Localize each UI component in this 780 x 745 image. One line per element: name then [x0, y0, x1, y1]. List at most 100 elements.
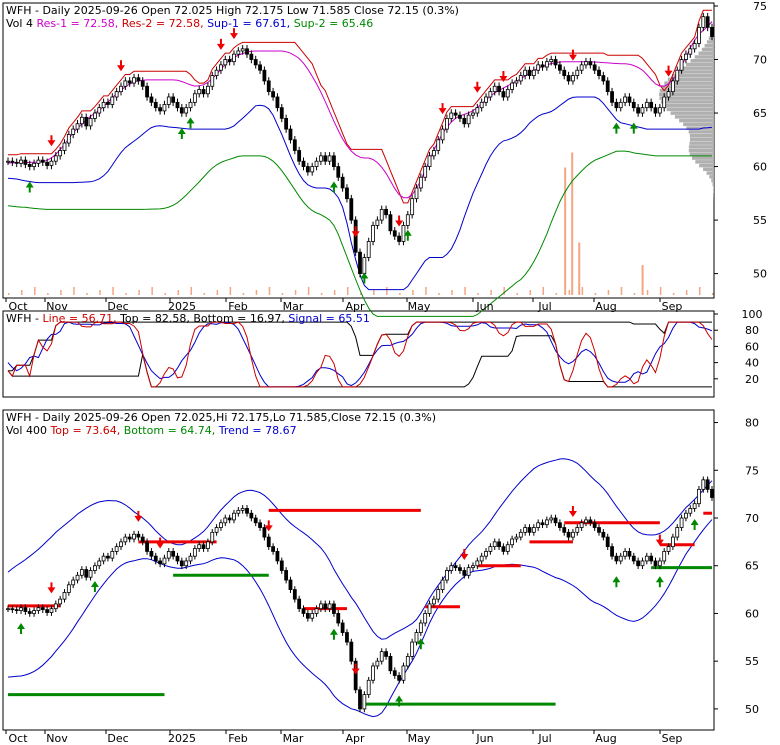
volume-profile-bar — [688, 145, 714, 149]
y-tick-label: 60 — [745, 607, 759, 620]
price-candle — [58, 150, 63, 157]
price-candle — [475, 107, 480, 114]
trend-candle — [153, 555, 158, 562]
trend-candle — [184, 560, 189, 567]
price-candle — [318, 155, 323, 162]
volume-bar — [268, 287, 271, 295]
price-candle — [488, 91, 493, 98]
trend-candle — [36, 607, 41, 611]
sell-arrow — [460, 549, 469, 560]
trend-candle — [597, 527, 601, 533]
price-candle — [179, 107, 184, 114]
top-legend-line-1: WFH - Daily 2025-09-26 Open 72.025 High … — [6, 4, 459, 17]
x-tick-label: Nov — [46, 300, 68, 313]
volume-profile-bar — [659, 88, 714, 93]
trend-candle — [445, 570, 449, 581]
sell-arrow — [156, 537, 165, 549]
trend-candle — [640, 560, 645, 567]
price-candle — [562, 69, 567, 76]
volume-profile-bar — [661, 85, 714, 89]
volume-bar — [73, 287, 75, 295]
trend-candle — [106, 555, 110, 559]
price-candle — [75, 123, 80, 130]
x-tick-label: Aug — [595, 732, 616, 745]
price-candle — [584, 61, 588, 66]
trend-candle — [358, 689, 362, 710]
trend-candle — [349, 641, 354, 662]
x-tick-label: Jun — [475, 732, 493, 745]
volume-profile-bar — [672, 73, 714, 78]
trend-candle — [558, 522, 562, 528]
volume-bar — [8, 293, 10, 295]
trend-candle — [353, 660, 358, 691]
trend-candle — [518, 531, 523, 538]
price-candle — [258, 64, 262, 71]
price-candle — [136, 77, 141, 82]
sell-arrow — [395, 215, 404, 227]
volume-profile-bar — [681, 66, 714, 70]
trend-candle — [145, 541, 149, 552]
price-candle — [158, 107, 162, 112]
trend-candle — [318, 603, 323, 610]
y-tick-label: 75 — [753, 0, 767, 13]
volume-profile-bar — [683, 122, 714, 127]
price-candle — [492, 85, 497, 93]
price-candle — [232, 53, 236, 63]
price-panel: 50 55 60 65 70 75 — [6, 0, 767, 317]
price-candle — [592, 64, 597, 71]
price-candle — [527, 69, 532, 76]
trend-candle — [58, 598, 63, 605]
trend-candle — [271, 546, 275, 552]
price-candle — [662, 96, 667, 109]
trend-candle — [462, 570, 467, 576]
trend-candle — [136, 533, 141, 538]
trend-candle — [345, 632, 349, 643]
price-candle — [106, 101, 110, 105]
price-candle — [440, 128, 445, 141]
sell-arrow — [351, 663, 360, 675]
trend-candle — [262, 527, 267, 538]
volume-bar — [307, 287, 310, 295]
volume-profile-bar — [708, 36, 714, 40]
trend-candle — [636, 560, 641, 567]
volume-profile-bar — [703, 167, 714, 172]
volume-bar — [125, 293, 127, 295]
trend-candle — [79, 569, 84, 576]
price-candle — [666, 91, 671, 98]
trend-candle — [292, 589, 297, 600]
price-candle — [140, 80, 145, 87]
price-candle — [197, 89, 202, 95]
price-candle — [345, 187, 349, 200]
trend-candle — [40, 607, 45, 611]
volume-bar — [555, 293, 558, 295]
price-candle — [484, 96, 488, 103]
price-candle — [219, 64, 223, 71]
price-candle — [445, 117, 449, 130]
trend-candle — [66, 584, 71, 593]
volume-profile-bar — [694, 55, 714, 59]
trend-candle — [388, 656, 393, 672]
price-candle — [501, 91, 506, 98]
trend-candle — [201, 544, 206, 549]
price-candle — [188, 101, 193, 109]
trend-candle — [332, 603, 336, 614]
price-candle — [653, 107, 658, 114]
trend-candle — [32, 610, 36, 614]
trend-candle — [175, 555, 180, 562]
trend-candle — [688, 508, 693, 514]
volume-bar — [641, 265, 644, 295]
trend-candle — [684, 512, 688, 519]
volume-bar — [646, 290, 649, 295]
trend-candle — [566, 531, 571, 538]
sell-arrow — [264, 520, 273, 532]
price-candle — [305, 166, 310, 173]
sell-arrow — [473, 81, 482, 93]
volume-profile-bar — [688, 148, 714, 153]
price-candle — [240, 48, 245, 52]
price-candle — [453, 112, 458, 116]
buy-arrow — [395, 695, 404, 707]
x-tick-label: Apr — [345, 300, 365, 313]
volume-bar — [529, 290, 531, 295]
price-candle — [371, 225, 375, 242]
sell-arrow — [229, 28, 238, 40]
